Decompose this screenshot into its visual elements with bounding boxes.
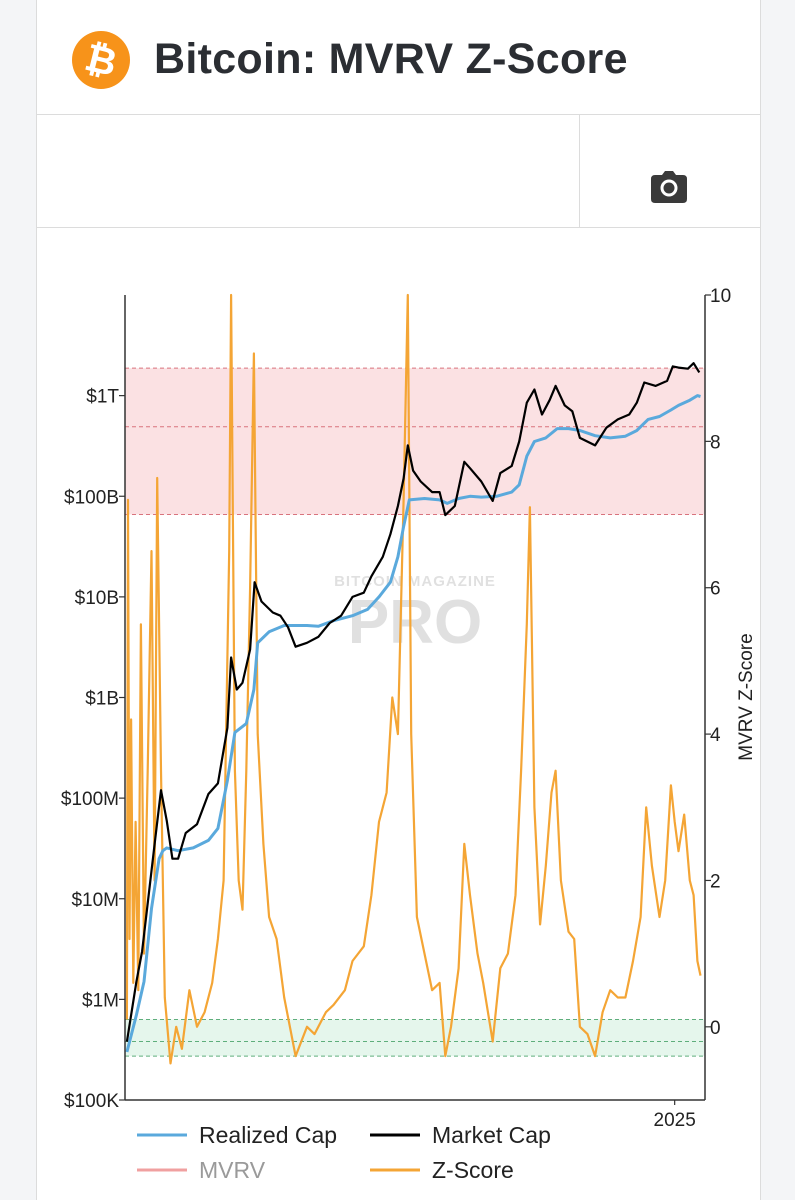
left-tick-label: $1M bbox=[82, 990, 119, 1011]
legend-item-market-cap[interactable]: Market Cap bbox=[370, 1122, 551, 1148]
watermark: BITCOIN MAGAZINE PRO bbox=[334, 573, 496, 657]
legend-item-z-score[interactable]: Z-Score bbox=[370, 1157, 514, 1183]
toolbar-divider bbox=[579, 115, 580, 227]
x-tick-label: 2025 bbox=[654, 1110, 696, 1131]
legend-item-mvrv[interactable]: MVRV bbox=[137, 1157, 266, 1183]
right-tick-label: 0 bbox=[710, 1018, 721, 1039]
legend-item-realized-cap[interactable]: Realized Cap bbox=[137, 1122, 337, 1148]
right-tick-label: 10 bbox=[710, 286, 731, 307]
left-tick-label: $1B bbox=[85, 689, 119, 710]
left-tick-label: $100B bbox=[64, 487, 119, 508]
watermark-line1: BITCOIN MAGAZINE bbox=[334, 573, 496, 590]
chart-toolbar bbox=[37, 115, 760, 228]
left-tick-label: $10M bbox=[71, 890, 119, 911]
left-tick-label: $100M bbox=[61, 789, 119, 810]
right-axis-title: MVRV Z-Score bbox=[736, 633, 757, 760]
legend-label: Realized Cap bbox=[199, 1122, 337, 1148]
left-tick-label: $1T bbox=[86, 387, 119, 408]
header: ₿ Bitcoin: MVRV Z-Score bbox=[37, 0, 760, 115]
ticks-layer: $100K $1M $10M $100M $1B $10B $100B $1T 0 2 4 6 8 10 2… bbox=[61, 286, 731, 1131]
right-tick-label: 8 bbox=[710, 432, 721, 453]
market-cap-line bbox=[125, 362, 701, 1042]
legend-label: Z-Score bbox=[432, 1157, 514, 1183]
right-tick-label: 4 bbox=[710, 725, 721, 746]
legend-label: MVRV bbox=[199, 1157, 266, 1183]
watermark-line2: PRO bbox=[348, 588, 482, 657]
right-tick-label: 6 bbox=[710, 579, 721, 600]
z-score-line bbox=[125, 293, 702, 1065]
overvalued-zone bbox=[125, 368, 705, 515]
camera-icon[interactable] bbox=[651, 171, 687, 203]
left-tick-label: $100K bbox=[64, 1091, 119, 1112]
realized-cap-line bbox=[125, 394, 701, 1053]
legend[interactable]: Realized Cap Market Cap MVRV Z-Score bbox=[137, 1122, 551, 1183]
bitcoin-logo-icon: ₿ bbox=[72, 31, 130, 89]
left-tick-label: $10B bbox=[75, 588, 119, 609]
legend-label: Market Cap bbox=[432, 1122, 551, 1148]
page-title: Bitcoin: MVRV Z-Score bbox=[154, 35, 628, 83]
series-layer bbox=[125, 293, 702, 1065]
right-tick-label: 2 bbox=[710, 871, 721, 892]
undervalued-zone bbox=[125, 1019, 705, 1057]
bands-layer bbox=[125, 367, 705, 1057]
